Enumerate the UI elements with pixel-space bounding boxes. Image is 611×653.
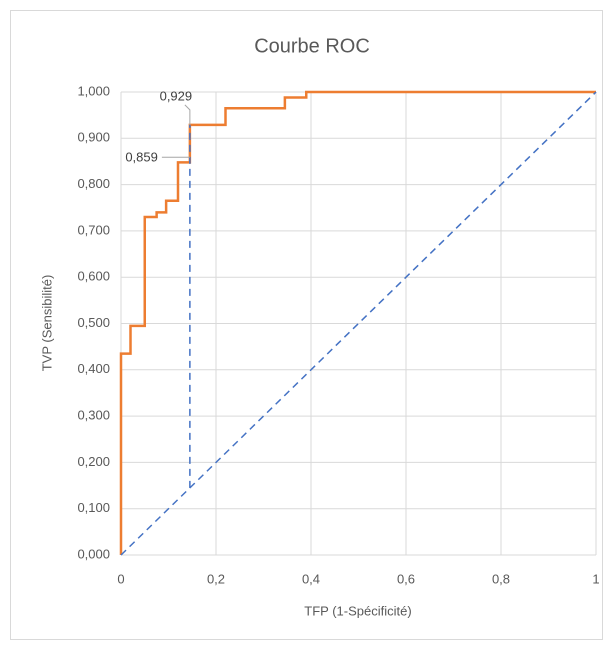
x-tick-label: 0,6 bbox=[397, 571, 415, 586]
x-tick-label: 1 bbox=[592, 571, 599, 586]
reference-line bbox=[120, 91, 597, 556]
y-tick-label: 0,600 bbox=[77, 269, 110, 284]
y-tick-label: 0,900 bbox=[77, 130, 110, 145]
y-tick-label: 0,500 bbox=[77, 315, 110, 330]
y-tick-label: 0,100 bbox=[77, 500, 110, 515]
y-tick-label: 0,300 bbox=[77, 408, 110, 423]
y-tick-label: 1,000 bbox=[77, 83, 110, 98]
roc-curve bbox=[119, 90, 596, 555]
y-tick-label: 0,000 bbox=[77, 546, 110, 561]
annotation-leader bbox=[184, 104, 191, 125]
annotation-label: 0,929 bbox=[160, 88, 193, 103]
chart-title: Courbe ROC bbox=[254, 35, 370, 57]
annotation-label: 0,859 bbox=[125, 150, 158, 165]
y-tick-label: 0,800 bbox=[77, 176, 110, 191]
x-tick-label: 0,8 bbox=[492, 571, 510, 586]
y-tick-label: 0,400 bbox=[77, 361, 110, 376]
y-tick-label: 0,200 bbox=[77, 454, 110, 469]
x-axis-title: TFP (1-Spécificité) bbox=[304, 603, 411, 618]
x-tick-label: 0,2 bbox=[207, 571, 225, 586]
chart-frame bbox=[10, 10, 603, 640]
y-tick-label: 0,700 bbox=[77, 222, 110, 237]
x-tick-label: 0 bbox=[117, 571, 124, 586]
y-axis-title: TVP (Sensibilité) bbox=[39, 275, 54, 372]
x-tick-label: 0,4 bbox=[302, 571, 320, 586]
